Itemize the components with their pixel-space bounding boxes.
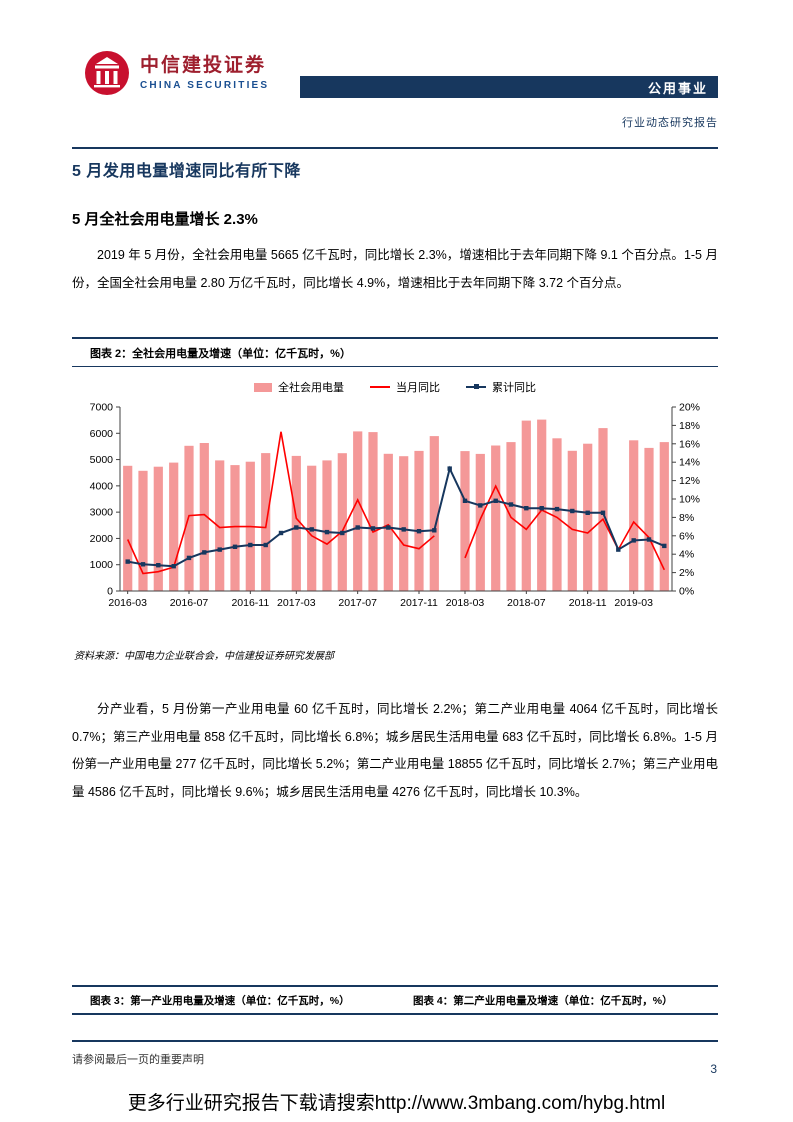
figure2-block: 图表 2：全社会用电量及增速（单位：亿千瓦时，%） 全社会用电量 当月同比 累计… [72,337,718,662]
figure3-title: 图表 3：第一产业用电量及增速（单位：亿千瓦时，%） [90,995,350,1007]
bar-swatch-icon [254,382,272,392]
svg-text:4000: 4000 [90,480,114,492]
svg-text:2%: 2% [679,567,694,579]
svg-text:2016-07: 2016-07 [170,597,209,609]
brand-block: 中信建投证券 CHINA SECURITIES [84,50,269,96]
industry-band: 公用事业 [300,76,718,98]
figure4-title: 图表 4：第二产业用电量及增速（单位：亿千瓦时，%） [413,995,673,1007]
svg-text:2017-03: 2017-03 [277,597,316,609]
svg-text:2019-03: 2019-03 [614,597,653,609]
svg-text:2016-11: 2016-11 [231,597,269,609]
svg-text:10%: 10% [679,494,700,506]
section-subtitle: 5 月全社会用电量增长 2.3% [72,211,258,228]
section-title: 5 月发用电量增速同比有所下降 [72,163,301,180]
brand-text: 中信建投证券 CHINA SECURITIES [140,55,269,91]
legend-label-monthly-yoy: 当月同比 [396,382,440,394]
brand-name-cn: 中信建投证券 [140,55,267,77]
chart-legend: 全社会用电量 当月同比 累计同比 [72,379,718,395]
svg-text:0: 0 [107,586,113,598]
footer-divider [72,1040,718,1042]
figure34-title-band: 图表 3：第一产业用电量及增速（单位：亿千瓦时，%） 图表 4：第二产业用电量及… [72,985,718,1015]
paragraph-sector-breakdown: 分产业看，5 月份第一产业用电量 60 亿千瓦时，同比增长 2.2%；第二产业用… [72,702,718,799]
svg-text:2018-07: 2018-07 [507,597,546,609]
paragraph-consumption-summary: 2019 年 5 月份，全社会用电量 5665 亿千瓦时，同比增长 2.3%，增… [72,248,718,290]
legend-label-cumulative-yoy: 累计同比 [492,382,536,394]
svg-text:8%: 8% [679,512,694,524]
svg-text:2017-07: 2017-07 [338,597,377,609]
navy-line-swatch-icon [466,384,486,389]
figure2-source: 资料来源：中国电力企业联合会，中信建投证券研究发展部 [74,651,334,662]
figure2-title: 图表 2：全社会用电量及增速（单位：亿千瓦时，%） [90,348,351,360]
svg-text:2016-03: 2016-03 [108,597,147,609]
svg-text:16%: 16% [679,438,700,450]
legend-item-monthly-yoy: 当月同比 [370,379,440,395]
svg-text:4%: 4% [679,549,694,561]
svg-text:0%: 0% [679,586,694,598]
header-divider [72,147,718,149]
report-type-label: 行业动态研究报告 [622,117,718,129]
page-number: 3 [710,1062,717,1076]
company-logo-icon [85,51,129,95]
svg-text:12%: 12% [679,475,700,487]
footer-disclaimer: 请参阅最后一页的重要声明 [72,1054,204,1066]
figure2-chart: 0 1000 2000 3000 4000 5000 6000 7000 0% 2% 4% 6% 8% 1… [90,402,700,610]
svg-text:7000: 7000 [90,402,114,414]
svg-text:2000: 2000 [90,533,114,545]
legend-item-cumulative-yoy: 累计同比 [466,379,536,395]
red-line-swatch-icon [370,386,390,388]
svg-text:1000: 1000 [90,559,114,571]
svg-text:2018-03: 2018-03 [446,597,485,609]
svg-text:20%: 20% [679,402,700,414]
svg-text:3000: 3000 [90,507,114,519]
industry-band-label: 公用事业 [647,80,708,96]
brand-name-en: CHINA SECURITIES [140,79,270,91]
figure2-title-band: 图表 2：全社会用电量及增速（单位：亿千瓦时，%） [72,337,718,367]
svg-text:2017-11: 2017-11 [400,597,438,609]
svg-text:5000: 5000 [90,454,114,466]
svg-text:6000: 6000 [90,428,114,440]
legend-item-bars: 全社会用电量 [254,379,344,395]
svg-text:6%: 6% [679,530,694,542]
svg-text:2018-11: 2018-11 [569,597,607,609]
download-note-link[interactable]: 更多行业研究报告下载请搜索http://www.3mbang.com/hybg.… [127,1093,666,1114]
legend-label-bars: 全社会用电量 [278,382,344,394]
svg-text:14%: 14% [679,457,700,469]
svg-text:18%: 18% [679,420,700,432]
